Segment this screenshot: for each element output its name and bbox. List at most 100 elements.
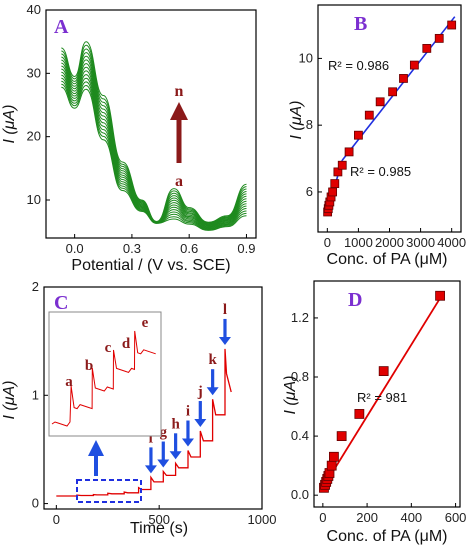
step-arrow-head xyxy=(206,387,219,396)
data-point xyxy=(344,147,354,157)
panel-a-y-tick-label: 40 xyxy=(27,2,41,17)
inset-label: d xyxy=(122,336,131,352)
inset-trace xyxy=(51,330,156,427)
cv-curve xyxy=(61,77,247,230)
data-point xyxy=(336,431,347,441)
cv-curve xyxy=(61,48,247,224)
step-arrow-head xyxy=(218,336,231,345)
panel-b-r2-upper: R² = 0.986 xyxy=(328,58,389,73)
panel-c-x-tick-label: 500 xyxy=(148,512,170,527)
arrow-bottom-label: a xyxy=(175,173,183,190)
panel-b-ylabel: I (μA) xyxy=(288,101,305,140)
panel-b-x-tick-label: 4000 xyxy=(437,235,466,250)
panel-c-letter: C xyxy=(54,292,68,314)
panel-d-x-tick-label: 0 xyxy=(319,510,326,525)
cv-curve xyxy=(61,70,247,228)
panel-b-y-tick-label: 8 xyxy=(306,117,313,132)
data-point xyxy=(337,160,347,170)
step-arrow-head xyxy=(181,438,194,447)
step-arrow-head xyxy=(144,465,157,474)
panel-d-y-tick-label: 0.4 xyxy=(291,428,309,443)
panel-a-y-tick-label: 30 xyxy=(27,65,41,80)
panel-b-letter: B xyxy=(354,13,367,35)
panel-c-zoom-arrow xyxy=(88,440,104,476)
panel-b: 0 1000 2000 3000 4000 6 8 10 B R² = 0.986 R² = … xyxy=(288,4,467,268)
panel-d-ylabel: I (μA) xyxy=(282,376,299,415)
data-point xyxy=(326,460,337,471)
panel-b-r2-lower: R² = 0.985 xyxy=(350,164,411,179)
panel-a-y-tick-label: 20 xyxy=(27,129,41,144)
panel-d-r2: R² = 981 xyxy=(357,390,407,405)
data-point xyxy=(328,187,338,197)
data-point xyxy=(435,290,445,301)
step-arrow-head xyxy=(157,459,170,468)
panel-a-letter: A xyxy=(54,16,69,38)
panel-d-y-tick-label: 1.2 xyxy=(291,310,309,325)
step-label: l xyxy=(223,302,227,318)
panel-b-x-tick-label: 0 xyxy=(324,235,331,250)
panel-c-ticks: 0 500 1000 0 1 2 xyxy=(32,279,277,527)
fit-line xyxy=(322,292,445,489)
panel-a-y-tick-label: 10 xyxy=(27,192,41,207)
step-label: i xyxy=(186,404,190,420)
amperometric-trace xyxy=(56,348,232,497)
panel-d-x-tick-label: 200 xyxy=(356,510,378,525)
cv-curve xyxy=(61,44,247,224)
panel-c-inset-trace: abc de xyxy=(51,315,156,427)
panel-c-x-tick-label: 1000 xyxy=(248,512,277,527)
cv-curve xyxy=(61,83,247,231)
panel-b-x-tick-label: 1000 xyxy=(344,235,373,250)
panel-a-x-tick-label: 0.9 xyxy=(237,241,255,256)
panel-b-x-tick-label: 3000 xyxy=(406,235,435,250)
panel-d-x-tick-label: 400 xyxy=(400,510,422,525)
panel-c-xlabel: Time (s) xyxy=(130,520,188,537)
panel-d-fit-line xyxy=(322,292,445,489)
panel-a-x-tick-label: 0.0 xyxy=(66,241,84,256)
panel-c-x-tick-label: 0 xyxy=(53,512,60,527)
panel-c-y-tick-label: 0 xyxy=(32,496,39,511)
step-label: g xyxy=(160,425,168,441)
panel-c-inset-frame xyxy=(48,311,162,437)
cv-curve xyxy=(61,74,247,229)
data-point xyxy=(378,366,389,377)
panel-b-y-tick-label: 6 xyxy=(306,184,313,199)
panel-a-x-tick-label: 0.3 xyxy=(123,241,141,256)
cv-curve xyxy=(61,41,247,223)
panel-d-frame xyxy=(313,280,461,508)
panel-d-x-tick-label: 600 xyxy=(445,510,467,525)
step-arrow-head xyxy=(169,451,182,460)
panel-b-y-tick-label: 10 xyxy=(299,50,313,65)
data-point xyxy=(434,33,444,43)
panel-d-y-tick-label: 0.8 xyxy=(291,369,309,384)
data-point xyxy=(364,110,374,120)
panel-b-fit-lines xyxy=(326,16,456,213)
inset-label: c xyxy=(105,340,112,356)
panel-c-frame xyxy=(43,286,263,510)
cv-curve xyxy=(61,86,247,231)
data-point xyxy=(422,43,432,53)
panel-a: 0.0 0.3 0.6 0.9 10 20 30 40 A Potential / (V vs… xyxy=(1,2,257,274)
data-point xyxy=(330,179,340,188)
data-point xyxy=(388,87,398,97)
data-point xyxy=(329,451,339,462)
data-point xyxy=(447,20,457,30)
panel-a-ticks: 0.0 0.3 0.6 0.9 10 20 30 40 xyxy=(27,2,256,256)
data-point xyxy=(409,60,419,70)
arrow-top-label: n xyxy=(175,83,184,100)
panel-b-xlabel: Conc. of PA (μM) xyxy=(327,251,448,268)
data-point xyxy=(354,409,365,419)
inset-label: b xyxy=(85,358,93,374)
panel-c-zoom-box xyxy=(76,479,142,503)
cv-curve xyxy=(61,52,247,225)
panel-b-ticks: 0 1000 2000 3000 4000 6 8 10 xyxy=(299,50,467,250)
step-arrow-head xyxy=(194,419,207,428)
panel-b-points xyxy=(323,20,457,217)
panel-a-frame xyxy=(45,9,257,239)
inset-label: a xyxy=(65,374,73,390)
panel-a-curves xyxy=(61,41,247,231)
cv-curve xyxy=(61,80,247,230)
panel-c-ylabel: I (μA) xyxy=(1,381,18,420)
